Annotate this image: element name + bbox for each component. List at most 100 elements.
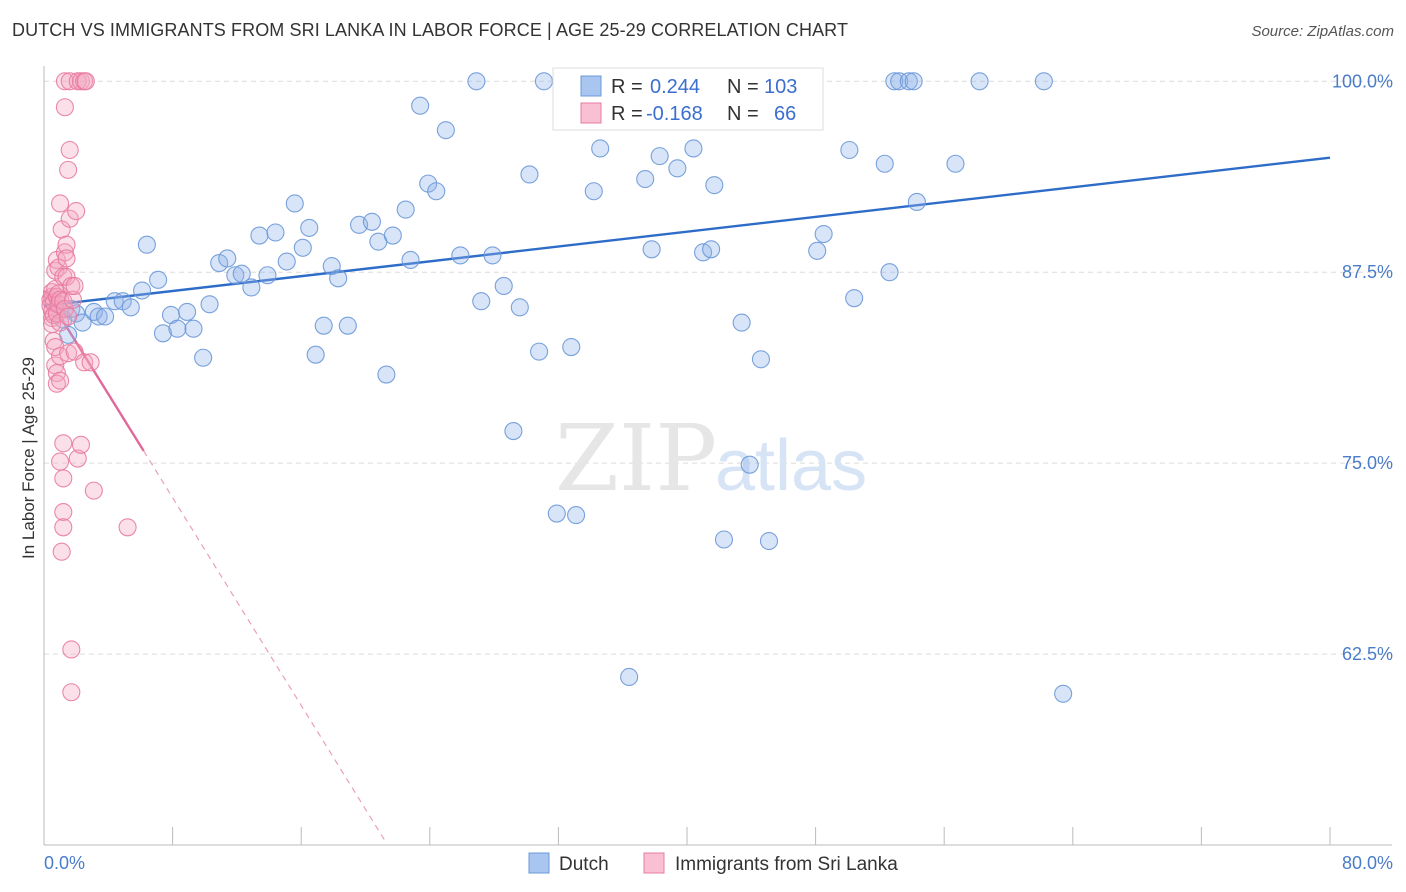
watermark-zip: ZIP <box>555 405 717 512</box>
point-dutch-83 <box>814 224 833 244</box>
point-srilanka-46 <box>60 140 79 160</box>
point-srilanka-51 <box>62 683 81 702</box>
point-srilanka-35 <box>54 518 73 537</box>
point-dutch-26 <box>250 226 269 245</box>
stats-legend-n-label-0: N = <box>727 76 759 98</box>
stats-legend-r-srilanka: -0.168 <box>646 103 703 125</box>
point-dutch-53 <box>494 276 513 296</box>
point-srilanka-33 <box>54 469 73 488</box>
point-dutch-52 <box>483 246 502 265</box>
trend-line-srilanka-extension <box>143 450 386 841</box>
point-dutch-61 <box>562 338 581 357</box>
point-srilanka-43 <box>59 307 78 326</box>
point-dutch-45 <box>411 96 430 115</box>
point-dutch-69 <box>650 147 669 166</box>
x-tick-label-1: 80.0% <box>1342 853 1393 873</box>
point-dutch-88 <box>885 72 904 91</box>
point-srilanka-44 <box>59 344 78 363</box>
point-dutch-27 <box>258 266 277 285</box>
point-srilanka-41 <box>57 249 76 268</box>
point-dutch-49 <box>451 246 470 265</box>
point-dutch-64 <box>591 139 610 158</box>
point-dutch-32 <box>300 218 319 237</box>
point-dutch-56 <box>520 165 539 184</box>
point-dutch-39 <box>362 212 381 231</box>
data-points <box>41 72 1073 703</box>
point-dutch-70 <box>668 159 687 178</box>
point-srilanka-64 <box>84 481 103 500</box>
stats-legend-r-dutch: 0.244 <box>650 76 700 98</box>
point-srilanka-29 <box>52 542 71 561</box>
stats-legend-r-label-0: R = <box>611 76 643 98</box>
point-dutch-14 <box>153 324 173 343</box>
point-dutch-31 <box>293 238 312 257</box>
point-srilanka-22 <box>51 194 70 213</box>
bottom-legend: Dutch Immigrants from Sri Lanka <box>528 852 898 875</box>
point-dutch-16 <box>168 319 187 338</box>
point-dutch-75 <box>714 530 734 549</box>
point-srilanka-62 <box>75 353 94 372</box>
point-dutch-74 <box>705 176 724 195</box>
chart-title: DUTCH VS IMMIGRANTS FROM SRI LANKA IN LA… <box>12 20 849 40</box>
point-dutch-23 <box>226 266 245 285</box>
watermark: ZIP atlas <box>555 405 867 512</box>
y-tick-label-1: 75.0% <box>1342 453 1393 473</box>
point-dutch-12 <box>137 235 156 254</box>
point-dutch-96 <box>1034 72 1053 91</box>
point-srilanka-8 <box>44 305 63 325</box>
point-dutch-25 <box>242 278 261 297</box>
point-srilanka-32 <box>54 434 73 453</box>
point-dutch-51 <box>472 292 491 311</box>
stats-legend-r-label-1: R = <box>611 103 643 125</box>
point-srilanka-36 <box>55 243 74 262</box>
point-dutch-47 <box>427 182 446 201</box>
point-dutch-76 <box>732 313 751 332</box>
point-dutch-22 <box>218 249 237 268</box>
trend-line-dutch <box>43 156 1331 308</box>
point-dutch-33 <box>306 345 325 364</box>
stats-legend-n-label-1: N = <box>727 103 759 125</box>
point-dutch-58 <box>534 72 553 91</box>
point-dutch-91 <box>904 72 923 91</box>
point-dutch-29 <box>277 252 296 271</box>
point-dutch-85 <box>845 289 864 308</box>
point-dutch-73 <box>702 240 721 259</box>
point-dutch-30 <box>285 194 304 213</box>
point-dutch-63 <box>584 182 603 201</box>
point-srilanka-61 <box>76 72 95 91</box>
x-tick-label-0: 0.0% <box>44 853 85 873</box>
point-srilanka-47 <box>60 209 79 228</box>
point-srilanka-55 <box>67 202 86 221</box>
point-srilanka-27 <box>51 452 70 471</box>
point-dutch-48 <box>436 121 455 140</box>
point-dutch-50 <box>467 72 486 91</box>
point-srilanka-40 <box>57 235 76 254</box>
y-tick-label-0: 62.5% <box>1342 644 1393 664</box>
point-dutch-92 <box>907 192 926 211</box>
point-dutch-59 <box>547 504 566 523</box>
point-dutch-20 <box>200 295 219 314</box>
point-dutch-54 <box>504 422 523 441</box>
legend-label-srilanka: Immigrants from Sri Lanka <box>675 854 898 875</box>
point-dutch-18 <box>184 319 203 338</box>
point-srilanka-45 <box>59 160 78 179</box>
grid-lines <box>44 80 1392 655</box>
point-srilanka-50 <box>62 640 81 659</box>
watermark-atlas: atlas <box>715 426 867 506</box>
point-srilanka-65 <box>118 518 137 537</box>
point-dutch-67 <box>636 169 655 189</box>
point-dutch-37 <box>338 316 357 335</box>
point-dutch-95 <box>1054 684 1073 703</box>
point-dutch-93 <box>946 154 965 173</box>
point-dutch-11 <box>133 281 152 300</box>
point-dutch-68 <box>642 240 661 259</box>
point-srilanka-58 <box>71 435 91 454</box>
y-tick-label-3: 100.0% <box>1332 71 1393 91</box>
point-srilanka-53 <box>65 276 84 296</box>
point-dutch-78 <box>751 350 770 369</box>
legend-label-dutch: Dutch <box>559 854 609 875</box>
point-dutch-28 <box>266 223 285 242</box>
point-srilanka-26 <box>51 371 70 390</box>
point-dutch-71 <box>684 139 703 158</box>
